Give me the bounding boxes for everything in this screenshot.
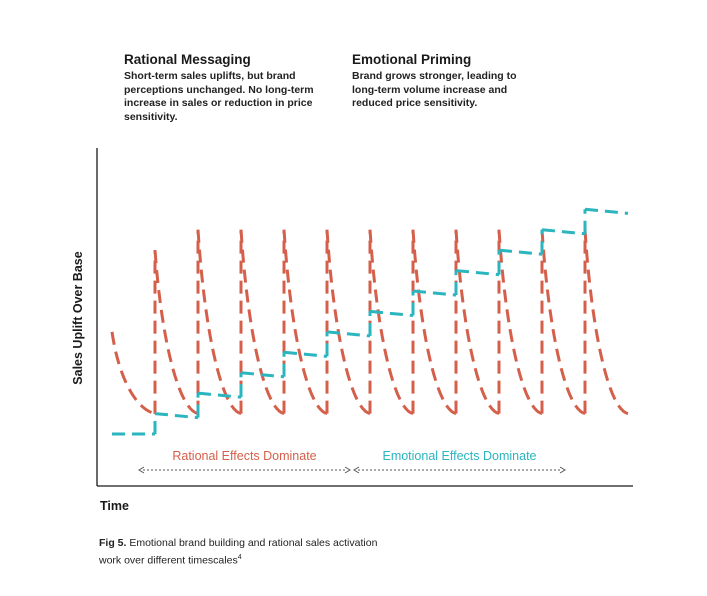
annotation-arrowhead-1-1 [559, 466, 566, 474]
annotation-arrowhead-0-1 [344, 466, 351, 474]
annotation-label-0: Rational Effects Dominate [172, 449, 316, 463]
rational-segment-14 [411, 229, 457, 416]
rational-segment-20 [540, 229, 586, 416]
legend-rational-title: Rational Messaging [124, 52, 251, 67]
plot-lines [110, 207, 629, 436]
rational-segment-4 [196, 229, 242, 416]
rational-segment-6 [239, 229, 285, 416]
rational-segment-22 [583, 229, 629, 416]
rational-segment-12 [368, 229, 414, 416]
rational-segment-18 [497, 229, 543, 416]
caption-label: Fig 5. [99, 537, 127, 549]
y-axis-label: Sales Uplift Over Base [71, 251, 85, 384]
x-axis-label: Time [100, 499, 129, 513]
emotional-segment-8 [283, 350, 328, 358]
annotation-label-1: Emotional Effects Dominate [382, 449, 536, 463]
annotations: Rational Effects Dominate Emotional Effec… [138, 449, 566, 474]
rational-segment-16 [454, 229, 500, 416]
emotional-segment-18 [498, 248, 543, 256]
annotation-arrowhead-1-0 [353, 466, 360, 474]
caption-text: Emotional brand building and rational sa… [99, 537, 378, 566]
emotional-segment-10 [326, 330, 371, 338]
emotional-segment-4 [197, 391, 242, 399]
emotional-segment-22 [584, 207, 629, 215]
emotional-segment-16 [455, 269, 500, 277]
emotional-segment-12 [369, 309, 414, 318]
rational-segment-2 [153, 250, 199, 416]
emotional-segment-2 [154, 412, 199, 420]
legend-emotional-description: Brand grows stronger, leading to long-te… [352, 70, 517, 109]
rational-segment-8 [282, 229, 328, 416]
emotional-segment-20 [541, 228, 586, 236]
rational-segment-0 [110, 331, 156, 416]
legend-emotional: Emotional Priming Brand grows stronger, … [352, 52, 542, 111]
legend-rational-description: Short-term sales uplifts, but brand perc… [124, 70, 314, 123]
legend-emotional-title: Emotional Priming [352, 52, 472, 67]
rational-segment-10 [325, 229, 371, 416]
annotation-arrowhead-0-0 [138, 466, 145, 474]
caption-footnote: 4 [237, 553, 242, 561]
legend-rational: Rational Messaging Short-term sales upli… [124, 52, 324, 124]
figure-caption: Fig 5. Emotional brand building and rati… [99, 537, 399, 568]
emotional-segment-14 [412, 289, 457, 297]
emotional-segment-6 [240, 371, 285, 379]
